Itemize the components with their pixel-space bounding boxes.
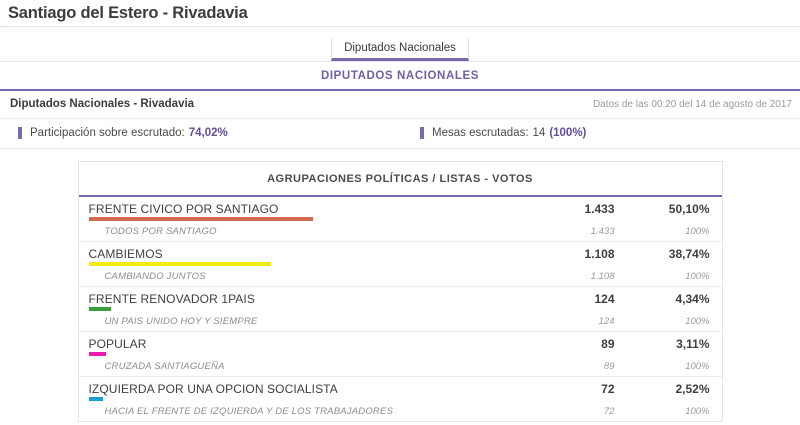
party-votes: 1.108	[584, 247, 615, 261]
stat-participation-label: Participación sobre escrutado:	[30, 127, 185, 139]
tab-diputados-nacionales[interactable]: Diputados Nacionales	[331, 38, 469, 61]
list-sub-line: TODOS POR SANTIAGO 1.433 100%	[79, 225, 722, 241]
stat-participation: Participación sobre escrutado: 74,02%	[0, 127, 420, 139]
party-main-line: FRENTE RENOVADOR 1PAIS 124 4,34%	[79, 287, 722, 306]
list-percent: 100%	[685, 316, 710, 327]
table-row[interactable]: POPULAR 89 3,11% CRUZADA SANTIAGUEÑA 89 100%	[78, 332, 722, 377]
list-votes: 89	[603, 361, 615, 372]
list-name: CAMBIANDO JUNTOS	[104, 271, 206, 282]
party-main-line: POPULAR 89 3,11%	[79, 332, 722, 351]
party-main-line: IZQUIERDA POR UNA OPCION SOCIALISTA 72 2,5…	[79, 377, 722, 396]
party-percent: 2,52%	[675, 382, 710, 396]
party-name: IZQUIERDA POR UNA OPCION SOCIALISTA	[88, 382, 338, 396]
party-bar-row	[79, 261, 722, 270]
data-timestamp: Datos de las 00:20 del 14 de agosto de 2…	[592, 98, 792, 110]
party-percent: 4,34%	[675, 292, 710, 306]
party-percent: 38,74%	[668, 247, 710, 261]
party-name: CAMBIEMOS	[88, 247, 163, 261]
sub-header: Diputados Nacionales - Rivadavia Datos d…	[0, 91, 800, 119]
section-banner-title: DIPUTADOS NACIONALES	[0, 62, 800, 91]
party-bar	[88, 217, 313, 221]
list-name: UN PAIS UNIDO HOY Y SIEMPRE	[104, 316, 258, 327]
results-rows-container: FRENTE CIVICO POR SANTIAGO 1.433 50,10% TOD…	[78, 197, 722, 421]
list-votes: 1.108	[590, 271, 615, 282]
stats-strip: Participación sobre escrutado: 74,02% Me…	[0, 119, 800, 149]
stat-mesas-percent: (100%)	[549, 127, 587, 139]
list-percent: 100%	[685, 226, 710, 237]
list-percent: 100%	[685, 361, 710, 372]
party-votes: 72	[601, 382, 615, 396]
party-bar-row	[79, 306, 722, 315]
section-banner-wrapper: DIPUTADOS NACIONALES	[0, 61, 800, 91]
list-percent: 100%	[685, 406, 710, 417]
table-row[interactable]: FRENTE RENOVADOR 1PAIS 124 4,34% UN PAIS UN…	[78, 287, 722, 332]
party-bar	[88, 262, 272, 266]
party-votes: 89	[601, 337, 615, 351]
party-votes: 1.433	[584, 202, 615, 216]
party-percent: 3,11%	[676, 337, 710, 351]
list-sub-line: UN PAIS UNIDO HOY Y SIEMPRE 124 100%	[79, 315, 722, 331]
party-bar-row	[79, 351, 722, 360]
page-title: Santiago del Estero - Rivadavia	[8, 4, 248, 22]
party-main-line: FRENTE CIVICO POR SANTIAGO 1.433 50,10%	[79, 197, 722, 216]
list-votes: 1.433	[590, 226, 615, 237]
table-row[interactable]: FRENTE CIVICO POR SANTIAGO 1.433 50,10% TOD…	[78, 197, 722, 242]
party-bar-row	[79, 396, 722, 405]
party-name: POPULAR	[88, 337, 147, 351]
list-name: CRUZADA SANTIAGUEÑA	[104, 361, 225, 372]
party-name: FRENTE RENOVADOR 1PAIS	[88, 292, 255, 306]
tab-bar: Diputados Nacionales	[0, 27, 800, 61]
list-sub-line: CAMBIANDO JUNTOS 1.108 100%	[79, 270, 722, 286]
stat-participation-value: 74,02%	[188, 127, 228, 139]
results-table: AGRUPACIONES POLÍTICAS / LISTAS - VOTOS …	[77, 161, 723, 422]
party-bar	[88, 397, 104, 401]
list-votes: 72	[603, 406, 615, 417]
list-sub-line: HACIA EL FRENTE DE IZQUIERDA Y DE LOS TR…	[79, 405, 722, 421]
party-votes: 124	[594, 292, 615, 306]
party-percent: 50,10%	[668, 202, 710, 216]
title-divider	[0, 26, 800, 27]
bullet-marker-icon	[18, 127, 22, 139]
party-name: FRENTE CIVICO POR SANTIAGO	[88, 202, 279, 216]
party-bar	[88, 352, 106, 356]
bullet-marker-icon	[420, 127, 424, 139]
list-name: HACIA EL FRENTE DE IZQUIERDA Y DE LOS TR…	[104, 406, 394, 417]
results-table-area: AGRUPACIONES POLÍTICAS / LISTAS - VOTOS …	[0, 149, 800, 422]
sub-header-title: Diputados Nacionales - Rivadavia	[10, 98, 195, 110]
list-name: TODOS POR SANTIAGO	[104, 226, 217, 237]
list-percent: 100%	[685, 271, 710, 282]
stat-mesas-escrutadas: Mesas escrutadas: 14 (100%)	[420, 127, 586, 139]
table-row[interactable]: CAMBIEMOS 1.108 38,74% CAMBIANDO JUNTOS 1.10…	[78, 242, 722, 287]
stat-mesas-label: Mesas escrutadas:	[432, 127, 529, 139]
party-bar-row	[79, 216, 722, 225]
results-table-header: AGRUPACIONES POLÍTICAS / LISTAS - VOTOS	[78, 162, 722, 197]
party-bar	[88, 307, 112, 311]
stat-mesas-count: 14	[532, 127, 546, 139]
list-votes: 124	[598, 316, 615, 327]
list-sub-line: CRUZADA SANTIAGUEÑA 89 100%	[79, 360, 722, 376]
table-row[interactable]: IZQUIERDA POR UNA OPCION SOCIALISTA 72 2,5…	[79, 377, 722, 421]
party-main-line: CAMBIEMOS 1.108 38,74%	[79, 242, 722, 261]
